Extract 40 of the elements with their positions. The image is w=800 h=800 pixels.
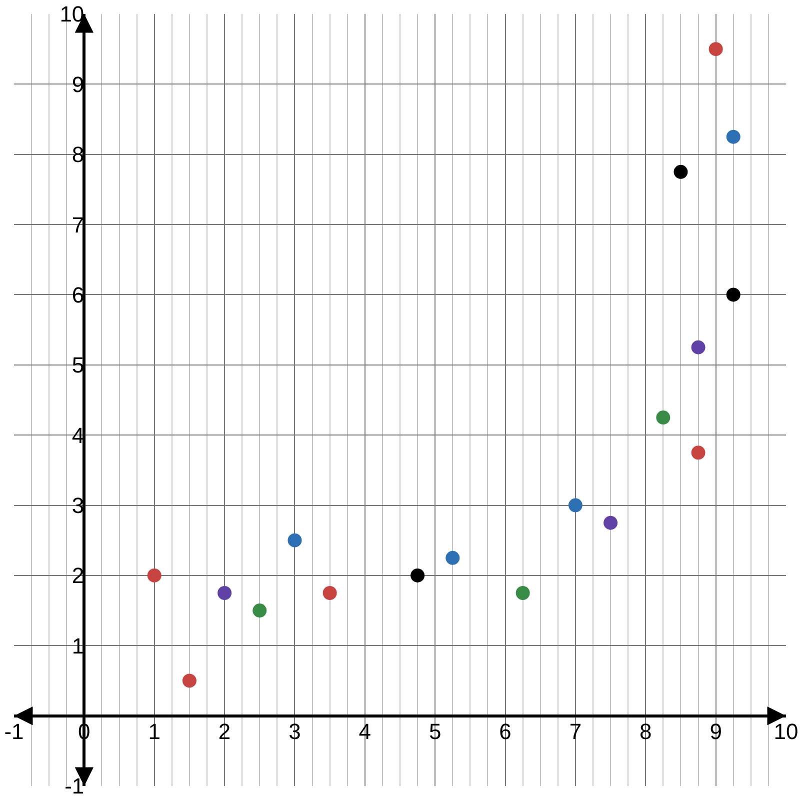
- y-tick-label: 10: [60, 2, 84, 27]
- y-tick-label: 3: [72, 492, 84, 518]
- point: [604, 516, 618, 530]
- point: [182, 674, 196, 688]
- point: [726, 130, 740, 144]
- x-tick-label: 2: [218, 718, 231, 744]
- y-tick-label: 1: [72, 633, 84, 658]
- y-tick-label: 7: [72, 212, 84, 238]
- x-tick-label: 8: [640, 718, 652, 744]
- x-tick-label: 9: [710, 718, 722, 744]
- x-tick-label: 5: [428, 718, 442, 744]
- point: [446, 550, 460, 565]
- point: [288, 533, 302, 548]
- point: [516, 586, 530, 600]
- y-tick-label: 8: [72, 142, 84, 168]
- y-tick-label: 6: [72, 282, 84, 308]
- point: [322, 586, 337, 600]
- x-tick-label: 7: [569, 718, 582, 744]
- y-tick-label: 2: [72, 563, 84, 588]
- point: [218, 586, 232, 600]
- point: [691, 340, 706, 354]
- y-tick-label: -1: [64, 774, 84, 799]
- x-tick-label: -1: [4, 718, 24, 744]
- point: [708, 42, 723, 56]
- x-tick-label: 6: [499, 718, 512, 744]
- x-tick-label: 1: [148, 718, 160, 744]
- y-tick-label: 5: [72, 352, 84, 378]
- x-tick-label: 10: [774, 718, 798, 744]
- point: [147, 568, 162, 582]
- point: [726, 288, 740, 302]
- point: [674, 164, 688, 179]
- point: [656, 410, 670, 425]
- point: [410, 568, 425, 582]
- y-tick-label: 4: [72, 422, 84, 448]
- x-tick-label: 4: [358, 718, 372, 744]
- point: [691, 446, 706, 460]
- point: [568, 498, 582, 512]
- x-tick-label: 3: [288, 718, 301, 744]
- y-tick-label: 9: [72, 72, 84, 97]
- point: [252, 604, 267, 618]
